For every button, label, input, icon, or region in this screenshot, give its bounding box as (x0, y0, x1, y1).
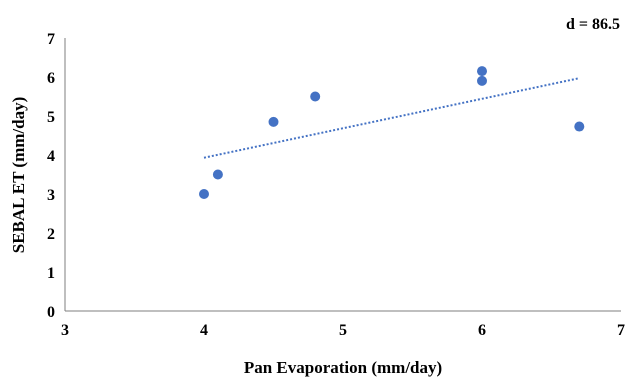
x-tick-label: 6 (478, 322, 486, 339)
x-tick-labels: 3 4 5 6 7 (61, 322, 625, 339)
y-tick-label: 0 (47, 304, 55, 321)
y-tick-labels: 0 1 2 3 4 5 6 7 (47, 31, 55, 321)
x-tick-label: 3 (61, 322, 69, 339)
data-point (574, 121, 585, 132)
x-axis-title: Pan Evaporation (mm/day) (244, 358, 442, 377)
data-point (310, 91, 321, 102)
x-tick-label: 7 (617, 322, 625, 339)
data-point (477, 75, 487, 86)
y-tick-label: 5 (47, 109, 55, 126)
y-tick-label: 1 (47, 265, 55, 282)
trendline (203, 77, 580, 159)
x-tick-label: 4 (200, 322, 208, 339)
data-point (212, 169, 223, 180)
y-tick-label: 4 (47, 148, 55, 165)
data-point (199, 189, 209, 199)
y-tick-label: 6 (47, 70, 55, 87)
data-point (477, 66, 487, 77)
y-tick-label: 7 (47, 31, 55, 48)
data-points (199, 66, 585, 199)
y-axis-title: SEBAL ET (mm/day) (9, 97, 28, 254)
plot-area: 0 1 2 3 4 5 6 7 3 4 5 6 7 (47, 31, 625, 339)
y-tick-label: 3 (47, 187, 55, 204)
y-tick-label: 2 (47, 226, 55, 243)
data-point (268, 116, 279, 127)
x-tick-label: 5 (339, 322, 347, 339)
d-statistic-annotation: d = 86.5 (566, 16, 620, 33)
